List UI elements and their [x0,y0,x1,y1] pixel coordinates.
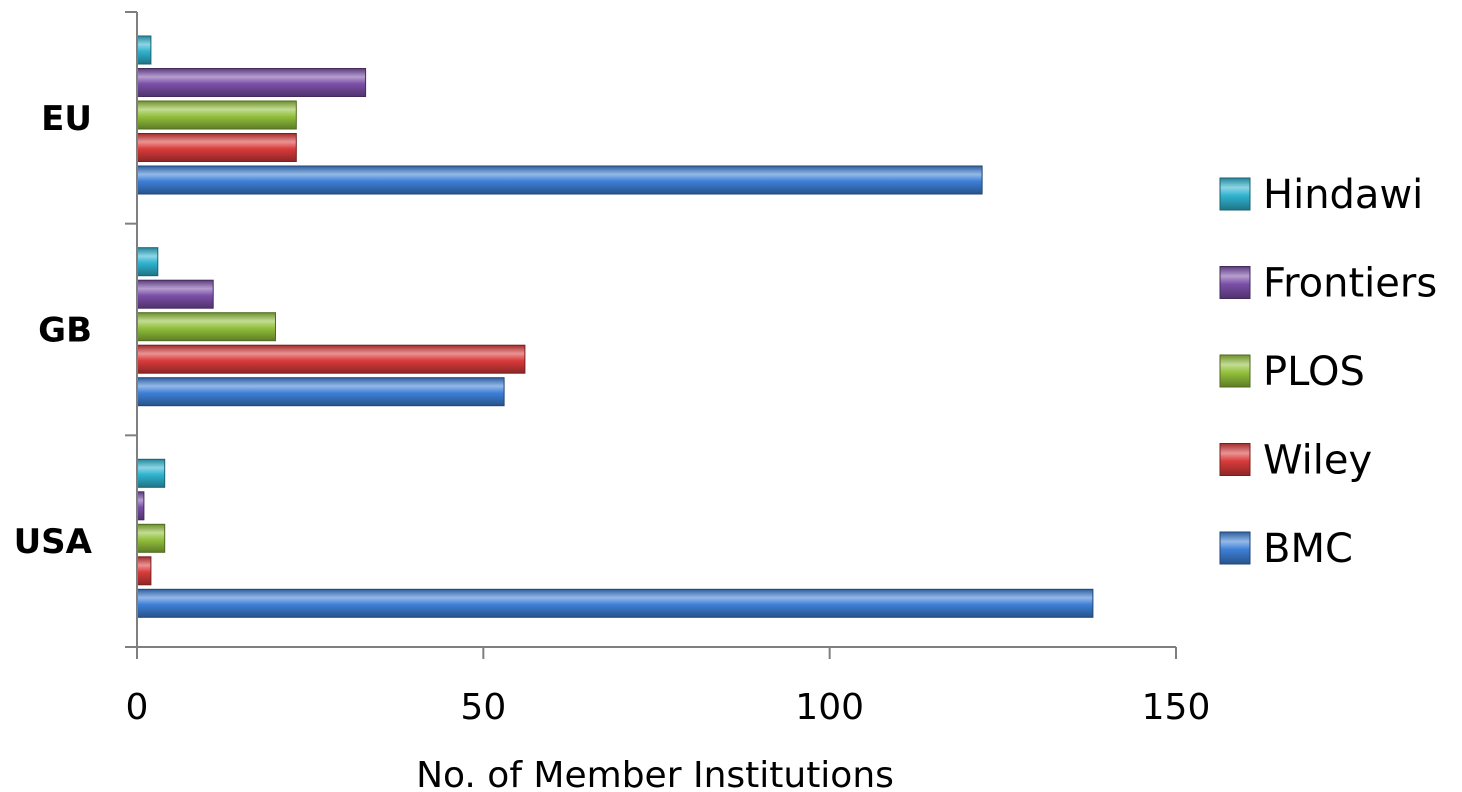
bar-usa-frontiers [136,491,145,521]
x-tick-label: 0 [126,687,149,728]
legend-item-bmc: BMC [1219,526,1353,572]
bar-gb-hindawi [136,247,159,277]
legend-item-hindawi: Hindawi [1219,172,1423,218]
bars-group [136,35,1094,618]
bar-usa-hindawi [136,458,166,488]
bar-gb-wiley [136,344,526,374]
legend-swatch [1219,354,1251,388]
legend: Hindawi Frontiers PLOS Wiley BMC [1219,172,1437,572]
bar-usa-wiley [136,556,152,586]
bar-eu-hindawi [136,35,152,65]
legend-item-wiley: Wiley [1219,438,1372,484]
legend-label: PLOS [1263,349,1365,395]
axes-group [125,11,1176,655]
bar-eu-bmc [136,165,983,195]
legend-label: Frontiers [1263,261,1437,307]
category-label-usa: USA [14,522,93,562]
legend-swatch [1219,531,1251,565]
x-tick-label: 150 [1142,687,1211,728]
category-labels-group: EU GB USA [14,99,93,562]
legend-label: Wiley [1263,438,1372,484]
x-tick-label: 50 [460,687,506,728]
bar-gb-bmc [136,377,505,407]
bar-eu-wiley [136,133,297,162]
bar-gb-plos [136,312,276,342]
bar-usa-bmc [136,588,1094,618]
x-tick-label: 100 [795,687,864,728]
category-label-gb: GB [38,311,92,351]
x-axis-title: No. of Member Institutions [416,755,894,792]
x-ticks-group: 0 50 100 150 [126,647,1211,728]
legend-swatch [1219,266,1251,299]
bar-eu-plos [136,100,297,130]
legend-item-frontiers: Frontiers [1219,261,1437,307]
legend-item-plos: PLOS [1219,349,1365,395]
category-label-eu: EU [41,99,92,139]
bar-usa-plos [136,523,166,553]
bar-eu-frontiers [136,68,367,97]
legend-label: BMC [1263,526,1353,572]
legend-swatch [1219,177,1251,211]
legend-label: Hindawi [1263,172,1423,218]
bar-gb-frontiers [136,279,214,309]
legend-swatch [1219,443,1251,476]
